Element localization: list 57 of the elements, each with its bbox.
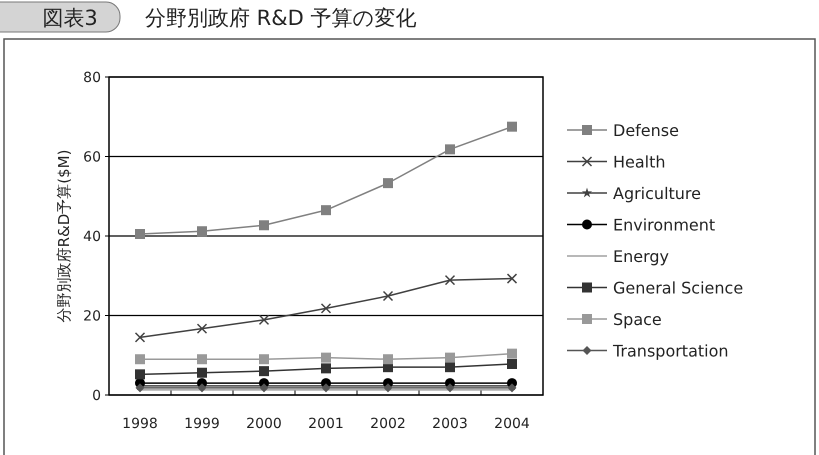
- y-tick-label: 60: [83, 150, 101, 166]
- point: [136, 383, 144, 392]
- y-tick-label: 80: [83, 70, 101, 86]
- point: [383, 178, 393, 188]
- point: [259, 354, 269, 364]
- point: [197, 226, 207, 236]
- point: [134, 332, 146, 343]
- point: [508, 383, 516, 392]
- point: [135, 354, 145, 364]
- point: [321, 363, 331, 374]
- point: [260, 383, 268, 392]
- x-tick-label: 2004: [494, 416, 530, 432]
- point: [196, 323, 208, 334]
- point: [135, 369, 145, 380]
- legend-label: Energy: [613, 247, 670, 266]
- legend-label: General Science: [613, 278, 744, 298]
- y-axis-title: 分野別政府R&D予算($M): [55, 150, 73, 322]
- point: [506, 273, 518, 284]
- point: [197, 368, 207, 378]
- point: [320, 303, 332, 314]
- x-tick-label: 2001: [308, 416, 344, 432]
- point: [507, 348, 517, 359]
- y-tick-label: 40: [83, 229, 101, 245]
- point: [445, 352, 455, 363]
- point: [321, 205, 331, 216]
- point: [382, 290, 394, 302]
- legend-label: Health: [613, 152, 666, 172]
- legend-label: Defense: [613, 121, 679, 140]
- point: [446, 383, 454, 392]
- x-tick-label: 2003: [432, 416, 468, 432]
- point: [383, 354, 393, 364]
- y-tick-label: 0: [92, 388, 101, 404]
- x-tick-label: 2002: [370, 416, 406, 432]
- text: 図表3: [42, 6, 98, 30]
- point: [507, 122, 517, 132]
- point: [322, 383, 330, 392]
- point: [445, 144, 455, 154]
- point: [259, 220, 269, 230]
- chart-title: 分野別政府 R&D 予算の変化: [145, 6, 416, 30]
- legend-label: Agriculture: [613, 184, 701, 203]
- point: [321, 352, 331, 363]
- x-tick-label: 1998: [122, 416, 158, 432]
- point: [384, 383, 392, 392]
- point: [445, 362, 455, 372]
- legend-label: Environment: [613, 216, 716, 234]
- legend-label: Transportation: [612, 342, 729, 360]
- point: [259, 366, 269, 376]
- point: [198, 383, 206, 392]
- point: [507, 358, 517, 369]
- point: [444, 274, 456, 286]
- y-tick-label: 20: [83, 308, 101, 324]
- point: [135, 229, 145, 240]
- point: [258, 314, 270, 326]
- legend-label: Space: [613, 310, 662, 329]
- point: [197, 354, 207, 364]
- x-tick-label: 1999: [184, 416, 220, 432]
- x-tick-label: 2000: [246, 416, 282, 432]
